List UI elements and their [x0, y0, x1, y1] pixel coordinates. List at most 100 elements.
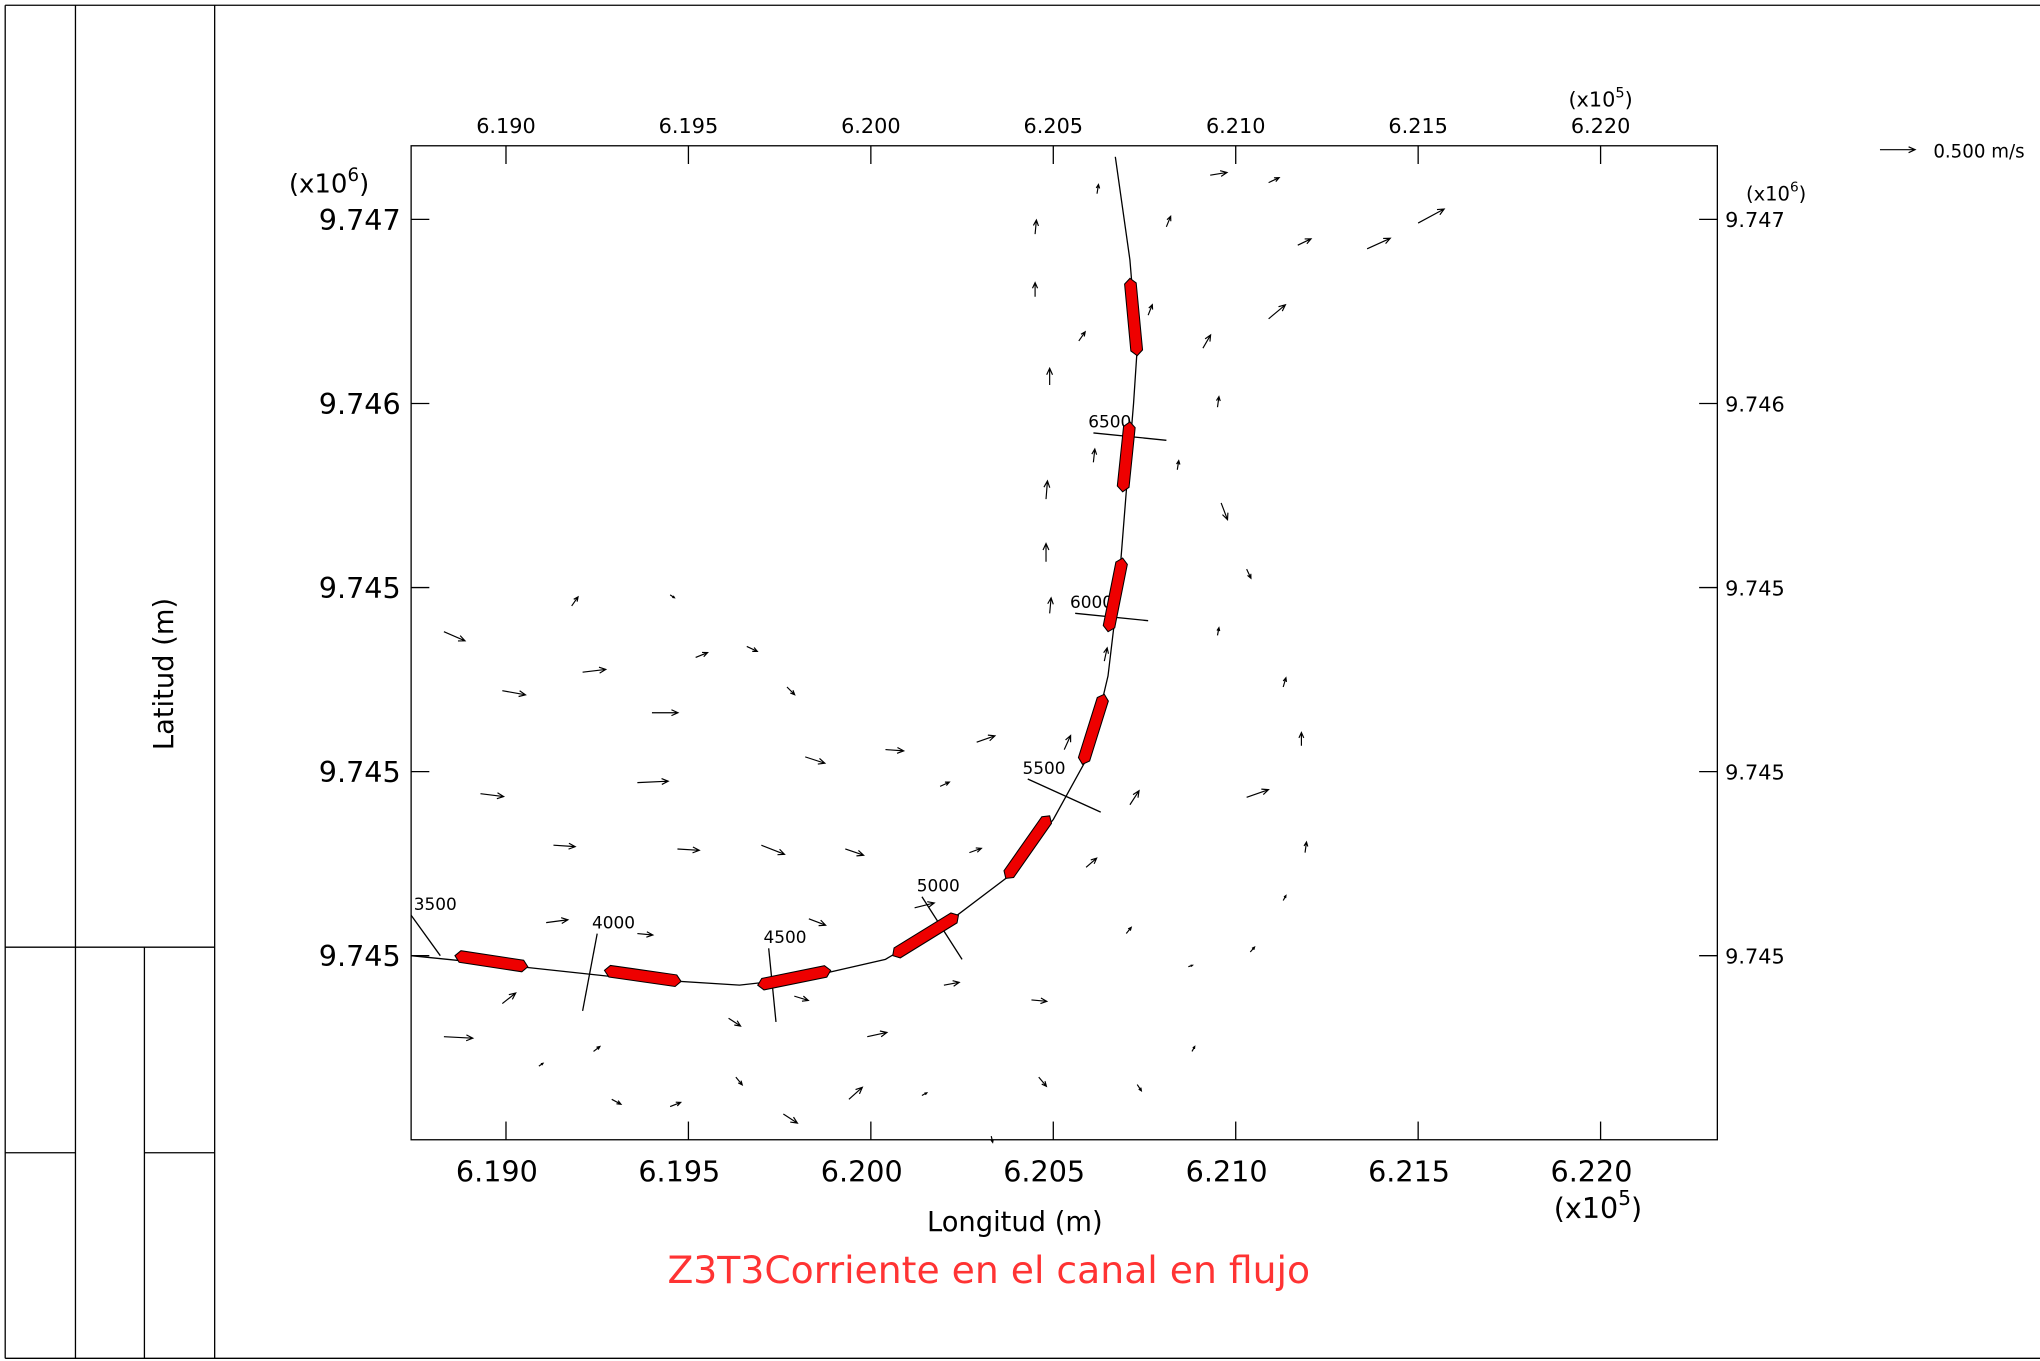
- multiplier-base: (x10: [1746, 182, 1790, 205]
- velocity-vector: [976, 734, 997, 743]
- multiplier-close: ): [1631, 1191, 1642, 1225]
- plot-frame: [410, 145, 1718, 1141]
- velocity-vector: [1042, 542, 1050, 562]
- y-tick-label: 9.747: [319, 203, 401, 237]
- velocity-vector: [1210, 170, 1229, 177]
- velocity-vector: [1282, 894, 1287, 901]
- velocity-vector: [1095, 183, 1101, 194]
- velocity-vector: [1246, 568, 1252, 580]
- multiplier-exp: 6: [347, 165, 359, 186]
- velocity-vector: [593, 1045, 602, 1052]
- velocity-vector: [1031, 281, 1039, 297]
- x-tick-label-top: 6.190: [476, 114, 536, 138]
- y-tick-label-right: 9.745: [1725, 944, 1785, 968]
- velocity-vector: [848, 1086, 864, 1100]
- velocity-vector: [746, 645, 759, 652]
- velocity-vector: [1176, 459, 1181, 470]
- velocity-vector: [1249, 946, 1256, 953]
- station-line: [581, 933, 598, 1012]
- velocity-vector: [1032, 218, 1040, 235]
- velocity-vector: [1165, 214, 1172, 228]
- velocity-vector: [1303, 840, 1309, 853]
- multiplier-exp: 5: [1618, 1186, 1631, 1210]
- y-tick-label-right: 9.745: [1725, 576, 1785, 600]
- x-tick-label: 6.190: [456, 1154, 538, 1188]
- velocity-vector: [1417, 208, 1446, 224]
- x-tick-label-top: 6.215: [1388, 114, 1448, 138]
- velocity-vector: [1085, 857, 1098, 868]
- velocity-vector: [1103, 646, 1110, 662]
- multiplier-exp: 5: [1615, 84, 1624, 101]
- vessel: [1077, 693, 1109, 765]
- x-tick-label: 6.195: [638, 1154, 720, 1188]
- velocity-vector: [1047, 596, 1054, 614]
- velocity-vector: [728, 1017, 742, 1027]
- x-tick-label-top: 6.195: [659, 114, 719, 138]
- x-tick-label-top: 6.220: [1571, 114, 1631, 138]
- velocity-vector: [1129, 789, 1140, 806]
- x-tick-label: 6.200: [821, 1154, 903, 1188]
- velocity-vector: [1216, 626, 1221, 636]
- vessel: [454, 950, 529, 973]
- axis-multiplier: (x105): [1568, 84, 1632, 111]
- channel-centerline: [411, 156, 1138, 986]
- velocity-vector: [1046, 366, 1054, 386]
- velocity-vector: [1282, 676, 1288, 688]
- vessel: [892, 912, 960, 959]
- x-tick-label: 6.210: [1186, 1154, 1268, 1188]
- multiplier-base: (x10: [1554, 1191, 1618, 1225]
- velocity-vector: [1191, 1045, 1196, 1052]
- station-label: 5000: [917, 876, 960, 896]
- x-tick-label-top: 6.205: [1024, 114, 1084, 138]
- reference-vector-label: 0.500 m/s: [1933, 141, 2024, 162]
- axis-multiplier: (x106): [1746, 180, 1806, 206]
- vessel: [757, 965, 832, 991]
- multiplier-close: ): [1625, 88, 1633, 112]
- velocity-vector: [1063, 734, 1072, 750]
- velocity-vector: [669, 1101, 683, 1108]
- x-tick-label: 6.215: [1368, 1154, 1450, 1188]
- velocity-vector: [1366, 237, 1392, 250]
- station-label: 6000: [1070, 592, 1113, 612]
- multiplier-base: (x10: [1568, 88, 1615, 112]
- velocity-vector: [939, 781, 951, 787]
- velocity-vector: [969, 847, 983, 854]
- x-tick-label: 6.205: [1003, 1154, 1085, 1188]
- velocity-vector: [1268, 177, 1281, 184]
- y-tick-label-right: 9.747: [1725, 208, 1785, 232]
- velocity-vector: [546, 917, 570, 925]
- velocity-vector: [761, 844, 786, 856]
- station-label: 6500: [1088, 412, 1131, 432]
- station-label: 4500: [763, 927, 806, 947]
- velocity-vector: [480, 792, 506, 800]
- velocity-vector: [783, 1113, 799, 1124]
- multiplier-close: ): [1799, 182, 1807, 205]
- velocity-vector: [786, 686, 796, 696]
- station-line: [1027, 778, 1101, 813]
- x-tick-label-top: 6.200: [841, 114, 901, 138]
- velocity-vector: [501, 992, 517, 1005]
- multiplier-base: (x10: [289, 170, 348, 200]
- velocity-vector: [1147, 303, 1154, 316]
- velocity-vector: [443, 631, 467, 642]
- velocity-vector: [1246, 788, 1270, 798]
- velocity-vector: [695, 651, 709, 659]
- y-tick-label: 9.745: [319, 571, 401, 605]
- velocity-vector: [443, 1034, 475, 1042]
- station-label: 3500: [414, 894, 457, 914]
- velocity-vector: [553, 842, 577, 850]
- velocity-vector: [805, 756, 827, 765]
- velocity-vector: [1043, 479, 1051, 500]
- velocity-vector: [1091, 447, 1098, 463]
- velocity-vector: [538, 1062, 545, 1067]
- velocity-vector: [637, 778, 670, 785]
- vessel: [1003, 815, 1053, 879]
- velocity-vector: [921, 1092, 929, 1097]
- y-tick-label-right: 9.746: [1725, 392, 1785, 416]
- velocity-vector: [808, 918, 827, 927]
- velocity-vector: [845, 848, 865, 857]
- y-tick-label-right: 9.745: [1725, 760, 1785, 784]
- y-axis-label: Latitud (m): [149, 598, 180, 750]
- velocity-vector: [1202, 333, 1212, 349]
